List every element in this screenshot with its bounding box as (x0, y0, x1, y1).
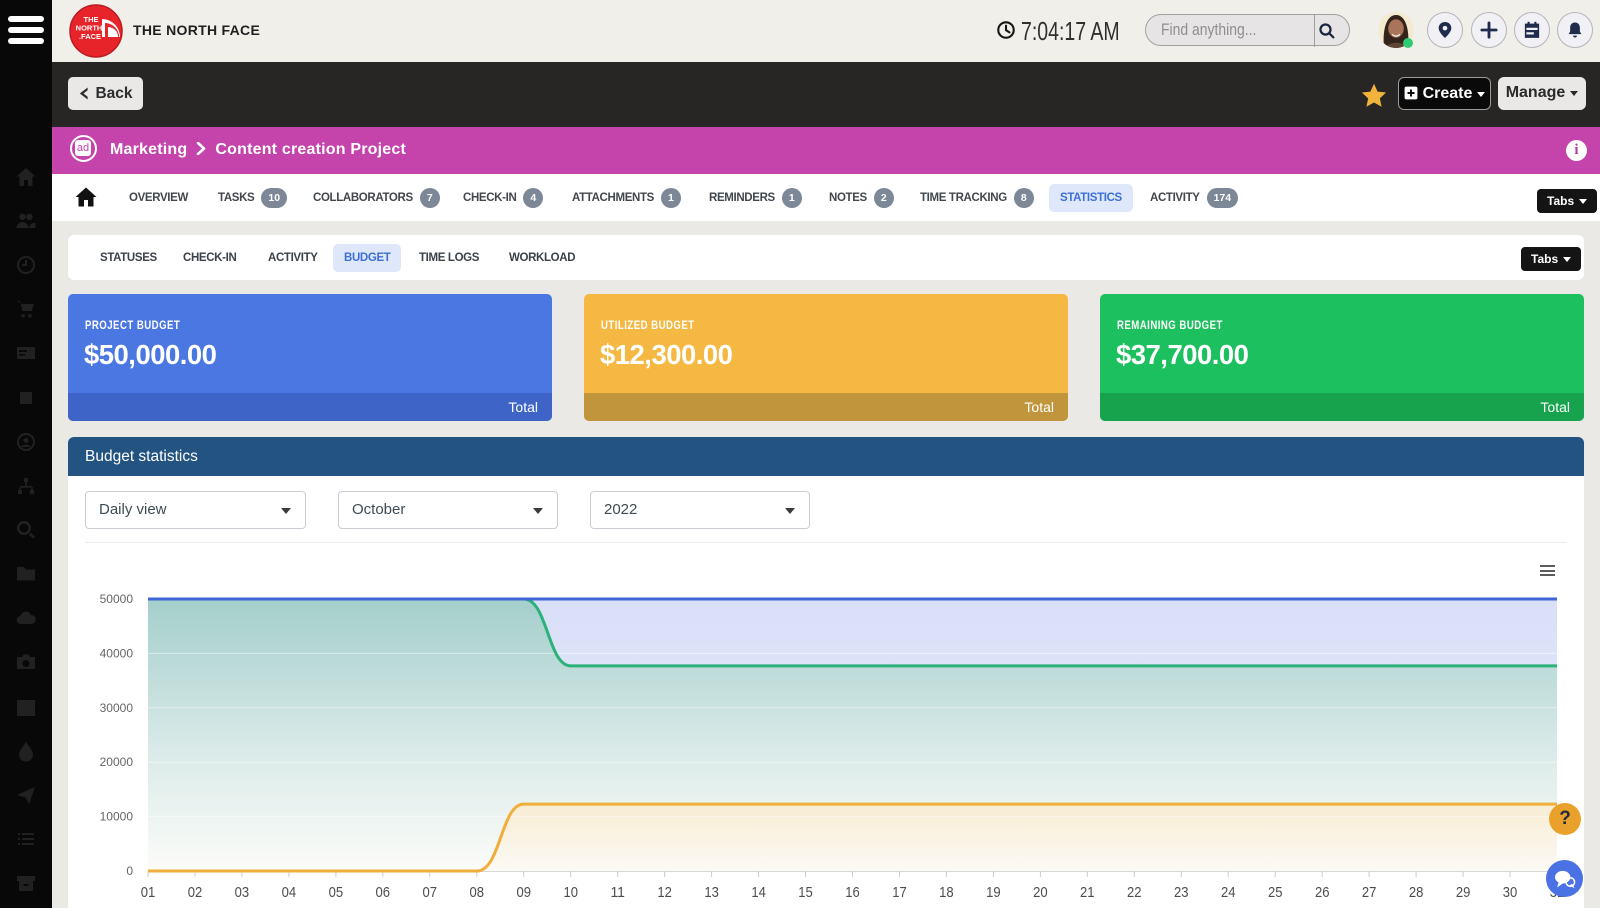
svg-text:20: 20 (1033, 884, 1048, 901)
svg-text:NORTH: NORTH (76, 24, 103, 33)
svg-text:22: 22 (1127, 884, 1142, 901)
svg-text:02: 02 (188, 884, 203, 901)
svg-text:.FACE: .FACE (79, 32, 101, 41)
svg-text:21: 21 (1080, 884, 1095, 901)
svg-text:30000: 30000 (100, 701, 134, 715)
svg-text:28: 28 (1409, 884, 1424, 901)
svg-text:12: 12 (657, 884, 672, 901)
svg-text:17: 17 (892, 884, 907, 901)
svg-text:09: 09 (516, 884, 531, 901)
svg-text:29: 29 (1456, 884, 1471, 901)
svg-text:23: 23 (1174, 884, 1189, 901)
svg-text:10000: 10000 (100, 810, 134, 824)
svg-text:13: 13 (704, 884, 719, 901)
svg-text:03: 03 (235, 884, 250, 901)
svg-text:20000: 20000 (100, 755, 134, 769)
svg-text:19: 19 (986, 884, 1001, 901)
svg-text:06: 06 (376, 884, 391, 901)
svg-text:05: 05 (329, 884, 344, 901)
svg-text:25: 25 (1268, 884, 1283, 901)
svg-text:26: 26 (1315, 884, 1330, 901)
svg-text:27: 27 (1362, 884, 1377, 901)
svg-text:16: 16 (845, 884, 860, 901)
svg-text:11: 11 (610, 884, 625, 901)
svg-text:THE: THE (84, 15, 99, 24)
svg-text:07: 07 (423, 884, 438, 901)
svg-text:0: 0 (126, 864, 133, 878)
svg-text:24: 24 (1221, 884, 1236, 901)
svg-text:10: 10 (563, 884, 578, 901)
svg-text:18: 18 (939, 884, 954, 901)
svg-text:14: 14 (751, 884, 766, 901)
svg-text:01: 01 (141, 884, 156, 901)
svg-text:04: 04 (282, 884, 297, 901)
svg-text:40000: 40000 (100, 646, 134, 660)
svg-text:50000: 50000 (100, 592, 134, 606)
svg-text:30: 30 (1503, 884, 1518, 901)
svg-text:08: 08 (470, 884, 485, 901)
svg-text:15: 15 (798, 884, 813, 901)
